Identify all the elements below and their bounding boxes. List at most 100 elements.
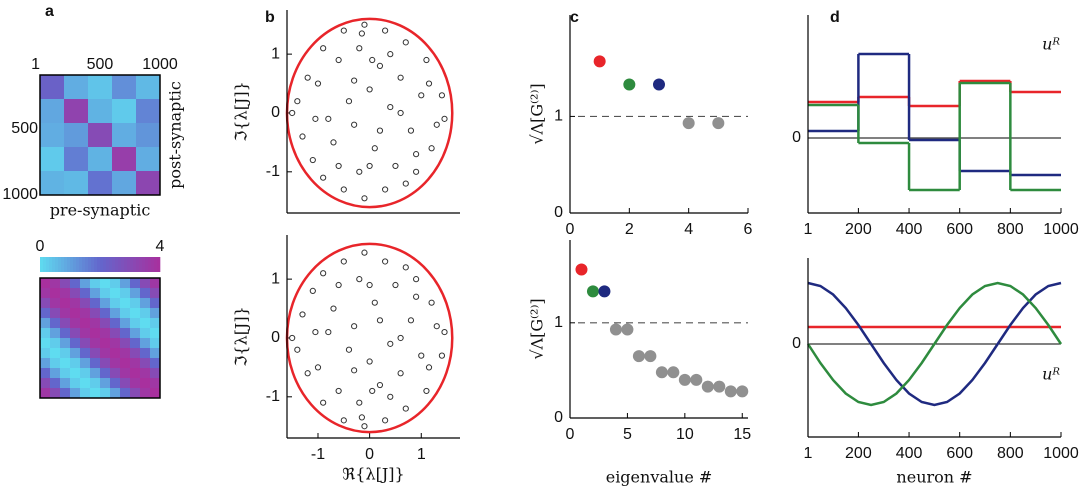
heatmap-cell	[90, 338, 101, 349]
point	[667, 366, 680, 379]
heatmap-cell	[100, 328, 111, 339]
heatmap-cell	[80, 298, 91, 309]
colorbar-strip	[157, 257, 161, 272]
heatmap-cell	[40, 338, 51, 349]
point	[609, 323, 622, 336]
heatmap-cell	[110, 338, 121, 349]
point	[376, 317, 384, 324]
point	[690, 373, 703, 386]
heatmap-cell	[110, 328, 121, 339]
y-tick-label: 0	[554, 204, 563, 221]
heatmap-cell	[110, 298, 121, 309]
point	[366, 162, 373, 170]
colorbar-strip	[103, 257, 107, 272]
heatmap-cell	[80, 308, 91, 319]
heatmap-cell	[50, 388, 61, 399]
heatmap-frame	[39, 277, 161, 399]
x-tick-label: 2	[625, 221, 634, 238]
colorbar-strip	[106, 257, 110, 272]
heatmap-cell	[120, 358, 131, 369]
heatmap-cell	[130, 328, 141, 339]
heatmap-cell	[140, 288, 151, 299]
heatmap-cell	[130, 368, 141, 379]
heatmap-cell	[50, 328, 61, 339]
heatmap-cell	[40, 147, 65, 172]
boundary-circle	[285, 17, 454, 209]
heatmap-cell	[150, 278, 161, 289]
x-tick-label: 200	[845, 445, 872, 462]
colorbar-strip	[127, 257, 131, 272]
colorbar-strip	[67, 257, 71, 272]
heatmap-cell	[110, 388, 121, 399]
point	[361, 249, 368, 256]
heatmap-cell	[110, 308, 121, 319]
point	[376, 381, 384, 389]
heatmap-cell	[88, 99, 113, 124]
heatmap-cell	[100, 348, 111, 359]
heatmap-cell	[150, 328, 161, 339]
heatmap-cell	[136, 171, 161, 196]
point	[299, 133, 306, 140]
colorbar-strip	[100, 257, 104, 272]
point	[423, 387, 430, 395]
heatmap-cell	[110, 378, 121, 389]
heatmap-cell	[136, 99, 161, 124]
point	[397, 109, 404, 117]
heatmap-cell	[40, 288, 51, 299]
point	[335, 56, 342, 64]
heatmap-cell	[100, 318, 111, 329]
heatmap-cell	[70, 358, 81, 369]
heatmap-cell	[60, 338, 71, 349]
heatmap-cell	[120, 388, 131, 399]
heatmap-cell	[110, 368, 121, 379]
heatmap-cell	[60, 288, 71, 299]
heatmap-cell	[90, 308, 101, 319]
panel-label: b	[265, 9, 275, 26]
heatmap-cell	[112, 99, 137, 124]
colorbar-strip	[142, 257, 146, 272]
panel-label: d	[830, 9, 840, 26]
heatmap-cell	[60, 358, 71, 369]
heatmap-cell	[64, 75, 89, 100]
point	[402, 405, 409, 412]
heatmap-cell	[150, 298, 161, 309]
x-tick-label: 15	[733, 426, 751, 443]
point	[335, 281, 342, 289]
colorbar-tick-label: 4	[156, 238, 165, 255]
heatmap-cell	[112, 171, 137, 196]
x-tick-label: 0	[365, 446, 374, 463]
heatmap-cell	[40, 99, 65, 124]
x-tick-label: 1000	[1043, 221, 1079, 238]
colorbar-strip	[79, 257, 83, 272]
heatmap-cell	[80, 388, 91, 399]
heatmap-cell	[100, 278, 111, 289]
x-tick-label: 1	[804, 221, 813, 238]
heatmap-cell	[64, 123, 89, 148]
heatmap-cell	[120, 288, 131, 299]
heatmap-cell	[110, 358, 121, 369]
colorbar-strip	[124, 257, 128, 272]
x-tick-label: 1	[31, 56, 40, 73]
heatmap-cell	[136, 123, 161, 148]
colorbar-strip	[52, 257, 56, 272]
heatmap-cell	[150, 358, 161, 369]
point	[309, 287, 316, 294]
heatmap-cell	[80, 348, 91, 359]
heatmap-cell	[50, 278, 61, 289]
heatmap-cell	[112, 75, 137, 100]
colorbar-strip	[55, 257, 59, 272]
heatmap-cell	[40, 378, 51, 389]
point	[366, 281, 373, 289]
point	[586, 285, 599, 298]
point	[369, 56, 376, 64]
point	[413, 151, 420, 158]
x-axis-label: neuron #	[896, 468, 972, 487]
colorbar-strip	[154, 257, 158, 272]
heatmap-cell	[90, 368, 101, 379]
point	[356, 168, 363, 175]
point	[366, 86, 373, 93]
colorbar-strip	[49, 257, 53, 272]
point	[575, 263, 588, 276]
colorbar-strip	[73, 257, 77, 272]
heatmap-cell	[64, 171, 89, 196]
